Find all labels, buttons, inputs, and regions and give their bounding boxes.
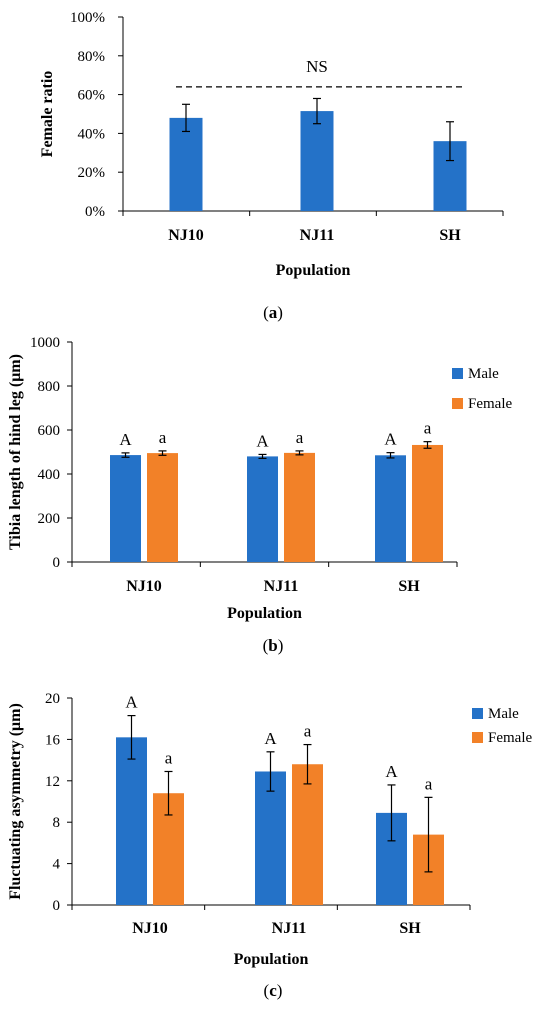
bar-male-nj11 (255, 771, 286, 905)
y-tick-label: 400 (38, 467, 61, 483)
bar-female-nj10 (147, 453, 178, 562)
significance-label: A (384, 430, 397, 449)
bar-male-sh (375, 455, 406, 562)
y-tick-label: 8 (53, 815, 61, 831)
y-axis-title: Fluctuating asymmetry (μm) (7, 703, 24, 900)
category-label: NJ11 (300, 227, 335, 244)
bar-female-nj11 (292, 764, 323, 905)
y-tick-label: 80% (78, 49, 106, 65)
bar-value-nj10 (169, 117, 203, 211)
significance-label: a (159, 428, 167, 447)
significance-label: a (424, 419, 432, 438)
significance-label: a (296, 428, 304, 447)
y-tick-label: 1000 (30, 335, 60, 351)
legend-swatch-female (452, 398, 463, 409)
y-tick-label: 20% (78, 165, 106, 181)
category-label: NJ11 (264, 578, 299, 595)
panel-label: (b) (263, 636, 284, 655)
x-axis-title: Population (227, 605, 302, 622)
legend-label-female: Female (488, 730, 532, 746)
significance-label: a (425, 774, 433, 793)
panel-label: (a) (263, 303, 283, 322)
x-axis-title: Population (234, 951, 309, 968)
y-tick-label: 40% (78, 126, 106, 142)
y-axis-title: Female ratio (39, 71, 56, 158)
legend-swatch-male (452, 368, 463, 379)
x-axis-title: Population (276, 262, 351, 279)
category-label: NJ10 (126, 578, 162, 595)
bar-male-nj10 (116, 737, 147, 905)
y-tick-label: 12 (45, 774, 60, 790)
y-tick-label: 100% (70, 10, 105, 26)
y-tick-label: 60% (78, 88, 106, 104)
category-label: SH (439, 227, 461, 244)
legend-label-female: Female (468, 396, 512, 412)
y-tick-label: 0 (53, 555, 61, 571)
significance-label: A (256, 431, 269, 450)
legend-swatch-female (472, 732, 483, 743)
significance-label: a (304, 722, 312, 741)
y-tick-label: 16 (45, 732, 61, 748)
bar-value-nj11 (300, 111, 334, 211)
category-label: NJ10 (132, 920, 168, 937)
category-label: NJ10 (168, 227, 204, 244)
significance-label: A (264, 729, 277, 748)
category-label: SH (398, 578, 420, 595)
y-tick-label: 4 (53, 857, 61, 873)
y-tick-label: 0% (85, 204, 105, 220)
significance-label: A (385, 762, 398, 781)
bar-female-nj11 (284, 452, 315, 562)
legend-label-male: Male (468, 366, 499, 382)
y-tick-label: 0 (53, 898, 61, 914)
significance-label: A (119, 430, 132, 449)
y-axis-title: Tibia length of hind leg (μm) (7, 354, 24, 550)
y-tick-label: 600 (38, 423, 61, 439)
bar-male-nj10 (110, 455, 141, 562)
y-tick-label: 20 (45, 691, 60, 707)
significance-label: a (165, 748, 173, 767)
category-label: NJ11 (272, 920, 307, 937)
panel-label: (c) (264, 981, 283, 1000)
y-tick-label: 200 (38, 511, 61, 527)
legend-swatch-male (472, 708, 483, 719)
legend-label-male: Male (488, 706, 519, 722)
significance-annotation: NS (306, 57, 328, 76)
y-tick-label: 800 (38, 379, 61, 395)
bar-female-sh (412, 444, 443, 562)
category-label: SH (399, 920, 421, 937)
bar-male-nj11 (247, 456, 278, 562)
significance-label: A (125, 693, 138, 712)
